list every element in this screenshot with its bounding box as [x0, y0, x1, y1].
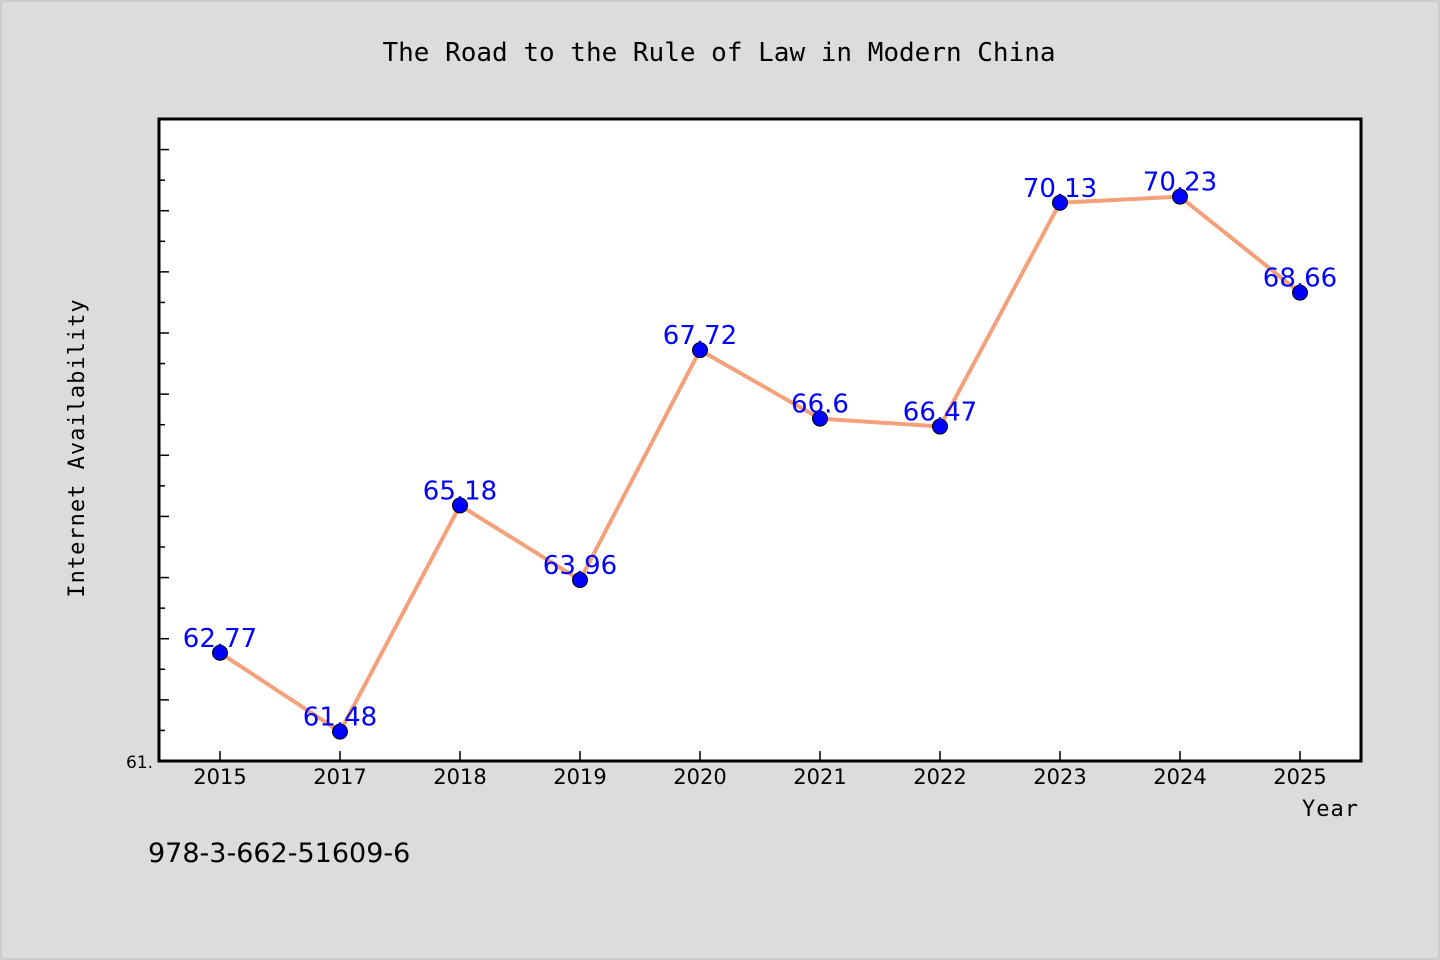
- x-tick-label: 2022: [913, 765, 966, 789]
- y-axis-label: Internet Availability: [65, 298, 90, 597]
- data-point: [932, 418, 948, 435]
- series-markers: [212, 188, 1308, 740]
- x-tick-label: 2019: [553, 765, 606, 789]
- x-axis-ticks: 2015 2017 2018 2019 2020 2021 2022 2023 2024 2025: [193, 751, 1327, 789]
- data-label: 63.96: [543, 551, 617, 581]
- plot-area: [159, 119, 1361, 761]
- data-point: [1052, 194, 1068, 211]
- x-tick-label: 2020: [673, 765, 726, 789]
- data-label: 66.6: [791, 390, 849, 420]
- x-tick-label: 2024: [1153, 765, 1206, 789]
- plot-frame: [157, 117, 1363, 763]
- x-tick-label: 2017: [313, 765, 366, 789]
- data-label: 68.66: [1263, 264, 1337, 294]
- data-point: [212, 644, 228, 661]
- data-label: 70.23: [1143, 168, 1217, 198]
- x-tick-label: 2021: [793, 765, 846, 789]
- data-label: 62.77: [183, 624, 257, 654]
- data-label: 70.13: [1023, 174, 1097, 204]
- data-point: [332, 723, 348, 740]
- data-point: [692, 342, 708, 359]
- isbn-text: 978-3-662-51609-6: [148, 838, 410, 869]
- series-line: [218, 194, 1302, 734]
- data-point: [1172, 188, 1188, 205]
- x-tick-label: 2015: [193, 765, 246, 789]
- data-point: [452, 497, 468, 514]
- data-label: 66.47: [903, 398, 977, 428]
- x-tick-label: 2023: [1033, 765, 1086, 789]
- y-min-tick-label: 61.: [126, 753, 153, 773]
- data-label: 65.18: [423, 476, 497, 506]
- data-point: [812, 410, 828, 427]
- data-point: [1292, 284, 1308, 301]
- data-labels: 62.77 61.48 65.18 63.96 67.72 66.6 66.47 70.13 7…: [183, 168, 1337, 733]
- data-label: 67.72: [663, 321, 737, 351]
- x-tick-label: 2025: [1273, 765, 1326, 789]
- x-axis-label: Year: [1302, 797, 1359, 822]
- data-point: [572, 572, 588, 589]
- x-tick-label: 2018: [433, 765, 486, 789]
- data-label: 61.48: [303, 703, 377, 733]
- chart-title: The Road to the Rule of Law in Modern Ch…: [382, 38, 1055, 68]
